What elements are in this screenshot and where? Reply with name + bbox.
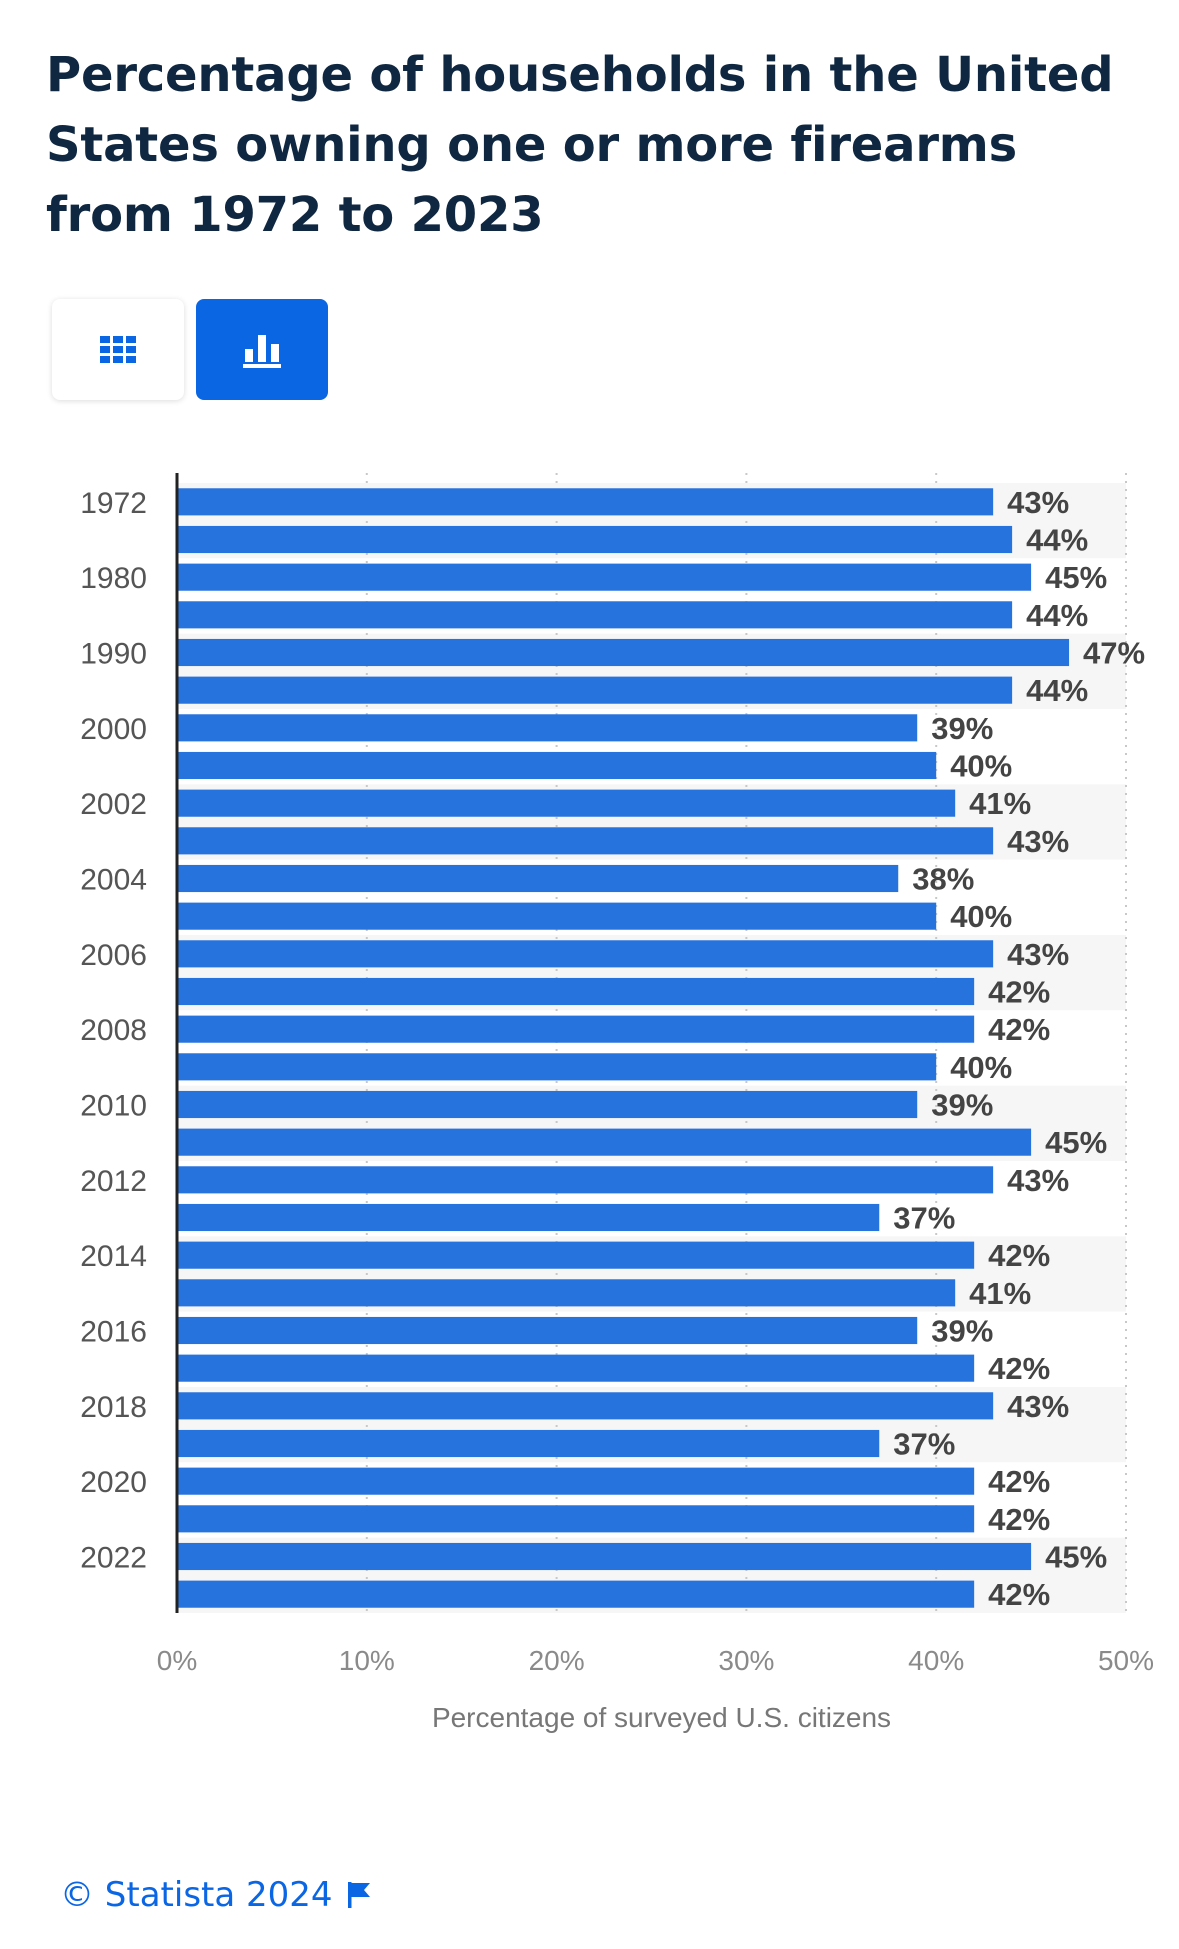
x-tick-label: 40% xyxy=(908,1645,964,1676)
category-label: 2020 xyxy=(80,1466,147,1499)
category-label: 2012 xyxy=(80,1165,147,1198)
bar[interactable] xyxy=(177,638,1070,667)
value-label: 42% xyxy=(988,1351,1050,1386)
value-label: 43% xyxy=(1007,937,1069,972)
category-label: 2018 xyxy=(80,1391,147,1424)
bar[interactable] xyxy=(177,751,937,780)
bar[interactable] xyxy=(177,563,1032,591)
bar[interactable] xyxy=(177,676,1013,704)
bar[interactable] xyxy=(177,940,994,968)
bar[interactable] xyxy=(177,1166,994,1194)
value-label: 37% xyxy=(893,1427,955,1462)
x-tick-label: 30% xyxy=(718,1645,774,1676)
category-label: 2022 xyxy=(80,1542,147,1575)
bar[interactable] xyxy=(177,1505,975,1533)
value-label: 47% xyxy=(1083,636,1145,671)
category-label: 1980 xyxy=(80,562,147,595)
bar[interactable] xyxy=(177,488,994,516)
value-label: 41% xyxy=(969,786,1031,821)
value-label: 40% xyxy=(950,899,1012,934)
category-label: 2016 xyxy=(80,1316,147,1349)
value-label: 43% xyxy=(1007,824,1069,859)
value-label: 44% xyxy=(1026,598,1088,633)
value-label: 38% xyxy=(912,862,974,897)
x-tick-label: 10% xyxy=(339,1645,395,1676)
bar[interactable] xyxy=(177,902,937,930)
bar[interactable] xyxy=(177,1392,994,1420)
value-label: 45% xyxy=(1045,560,1107,595)
category-label: 2000 xyxy=(80,713,147,746)
bar[interactable] xyxy=(177,1279,956,1307)
bar[interactable] xyxy=(177,1128,1032,1156)
bar[interactable] xyxy=(177,1542,1032,1571)
category-label: 1972 xyxy=(80,487,147,520)
bar[interactable] xyxy=(177,789,956,817)
value-label: 40% xyxy=(950,1050,1012,1085)
category-label: 2010 xyxy=(80,1090,147,1123)
bar[interactable] xyxy=(177,1467,975,1495)
category-label: 1990 xyxy=(80,638,147,671)
bar[interactable] xyxy=(177,1429,880,1458)
value-label: 39% xyxy=(931,1088,993,1123)
bar-chart: 43% 1972 44% 45% 1980 44% 47% 1990 44% 39% 2000 40%… xyxy=(0,470,1179,1770)
bar[interactable] xyxy=(177,1241,975,1269)
category-label: 2004 xyxy=(80,864,147,897)
value-label: 37% xyxy=(893,1201,955,1236)
value-label: 43% xyxy=(1007,1389,1069,1424)
bar[interactable] xyxy=(177,601,1013,629)
bar[interactable] xyxy=(177,1580,975,1608)
category-label: 2008 xyxy=(80,1014,147,1047)
bar[interactable] xyxy=(177,525,1013,554)
value-label: 43% xyxy=(1007,485,1069,520)
footer: © Statista 2024 xyxy=(60,1875,371,1915)
x-tick-label: 0% xyxy=(157,1645,197,1676)
value-label: 42% xyxy=(988,1238,1050,1273)
bar[interactable] xyxy=(177,1316,918,1345)
chart-title: Percentage of households in the United S… xyxy=(46,47,1114,243)
bar[interactable] xyxy=(177,1354,975,1382)
value-label: 39% xyxy=(931,1314,993,1349)
chart-view-button[interactable] xyxy=(196,299,328,400)
value-label: 42% xyxy=(988,975,1050,1010)
bar[interactable] xyxy=(177,1053,937,1081)
bar[interactable] xyxy=(177,1090,918,1119)
bar[interactable] xyxy=(177,827,994,855)
grid-icon xyxy=(100,335,136,363)
value-label: 41% xyxy=(969,1276,1031,1311)
bar[interactable] xyxy=(177,1203,880,1232)
category-label: 2006 xyxy=(80,939,147,972)
x-tick-label: 20% xyxy=(529,1645,585,1676)
value-label: 44% xyxy=(1026,523,1088,558)
value-label: 42% xyxy=(988,1464,1050,1499)
bar[interactable] xyxy=(177,864,899,893)
value-label: 42% xyxy=(988,1577,1050,1612)
value-label: 42% xyxy=(988,1012,1050,1047)
value-label: 43% xyxy=(1007,1163,1069,1198)
bar[interactable] xyxy=(177,714,918,742)
value-label: 40% xyxy=(950,749,1012,784)
flag-icon[interactable] xyxy=(347,1881,371,1909)
value-label: 45% xyxy=(1045,1125,1107,1160)
bar[interactable] xyxy=(177,1015,975,1043)
value-label: 44% xyxy=(1026,673,1088,708)
x-axis-label: Percentage of surveyed U.S. citizens xyxy=(432,1702,891,1733)
category-label: 2014 xyxy=(80,1240,147,1273)
chart-canvas: 43%197244%45%198044%47%199044%39%200040%… xyxy=(80,473,1154,1733)
table-view-button[interactable] xyxy=(52,299,184,400)
value-label: 42% xyxy=(988,1502,1050,1537)
copyright-link[interactable]: © Statista 2024 xyxy=(60,1875,333,1915)
value-label: 39% xyxy=(931,711,993,746)
bar[interactable] xyxy=(177,977,975,1006)
x-tick-label: 50% xyxy=(1098,1645,1154,1676)
value-label: 45% xyxy=(1045,1540,1107,1575)
bar-chart-icon xyxy=(243,334,281,368)
category-label: 2002 xyxy=(80,788,147,821)
